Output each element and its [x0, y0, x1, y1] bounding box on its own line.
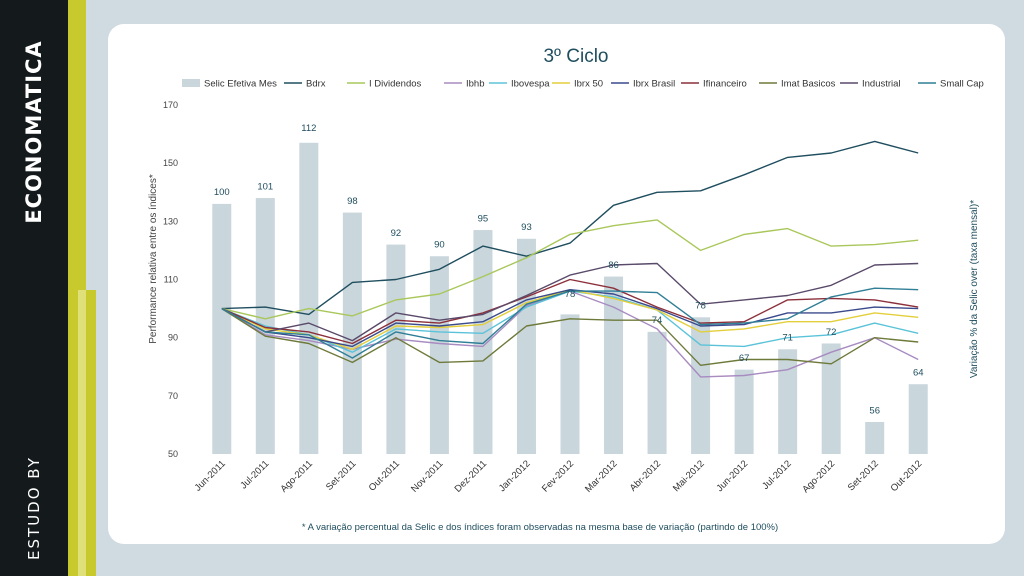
y-tick-label: 130: [163, 216, 178, 226]
bar-Set-2012: [865, 422, 885, 454]
line-series: [221, 140, 919, 378]
x-tick-label: Jul-2011: [238, 458, 271, 491]
series-line-small-cap: [221, 287, 919, 359]
bar-Nov-2011: [429, 256, 449, 454]
bar-Jun-2012: [734, 369, 754, 454]
bar-value-label: 98: [347, 196, 358, 207]
accent-stripe-light: [78, 290, 86, 576]
series-line-industrial: [221, 262, 919, 342]
bar-value-label: 100: [214, 187, 230, 198]
legend: Selic Efetiva Mes Bdrx I Dividendos Ibhb Ibo…: [182, 79, 984, 90]
bar-Dez-2011: [473, 230, 493, 454]
x-tick-label: Jun-2011: [193, 458, 228, 493]
legend-entry: Ibrx 50: [574, 79, 603, 90]
bar-Jul-2012: [778, 349, 798, 454]
x-tick-label: Set-2011: [324, 458, 359, 493]
bar-Out-2012: [908, 384, 928, 454]
bar-Jun-2011: [212, 203, 232, 454]
bar-Set-2011: [342, 212, 362, 454]
x-tick-label: Jul-2012: [760, 458, 794, 492]
legend-entry: Imat Basicos: [781, 79, 836, 90]
bar-value-label: 74: [652, 315, 663, 326]
series-line-imat-basicos: [221, 308, 919, 366]
x-tick-label: Out-2012: [889, 458, 925, 494]
chart-title: 3º Ciclo: [543, 46, 608, 67]
y-tick-label: 150: [163, 158, 178, 168]
bar-value-label: 90: [434, 240, 445, 251]
footnote: * A variação percentual da Selic e dos í…: [302, 522, 778, 533]
y-tick-label: 70: [168, 391, 178, 401]
bar-Out-2011: [386, 244, 406, 454]
bar-Fev-2012: [560, 314, 580, 454]
x-tick-label: Ago-2011: [279, 458, 315, 494]
x-tick-label: Mai-2012: [671, 458, 707, 494]
series-line-ifinanceiro: [221, 278, 919, 345]
legend-entry: I Dividendos: [369, 79, 422, 90]
bar-value-label: 92: [391, 228, 402, 239]
legend-swatch: [182, 79, 200, 87]
x-axis: Jun-2011 Jul-2011 Ago-2011 Set-2011 Out-2011…: [193, 458, 925, 495]
legend-entry: Industrial: [862, 79, 901, 90]
bar-Ago-2011: [299, 142, 319, 454]
x-tick-label: Nov-2011: [409, 458, 445, 494]
bar-value-label: 56: [869, 405, 880, 416]
legend-entry: Bdrx: [306, 79, 326, 90]
y-tick-label: 110: [164, 275, 178, 285]
bar-value-label: 64: [913, 367, 924, 378]
study-label: ESTUDO BY: [25, 456, 43, 560]
y-tick-label: 50: [168, 449, 178, 459]
x-tick-label: Set-2012: [846, 458, 881, 493]
bar-value-label: 101: [257, 181, 273, 192]
x-tick-label: Jun-2012: [714, 458, 750, 494]
x-tick-label: Dez-2011: [453, 458, 489, 494]
legend-entry: Selic Efetiva Mes: [204, 79, 277, 90]
y-axis-right-label: Variação % da Selic over (taxa mensal)*: [969, 200, 980, 378]
bar-value-label: 72: [826, 327, 837, 338]
bar-value-label: 71: [782, 333, 793, 344]
legend-entry: Ibhb: [466, 79, 485, 90]
legend-entry: Small Cap: [940, 79, 984, 90]
chart-card: 3º Ciclo Selic Efetiva Mes Bdrx I Dividend…: [108, 24, 1005, 544]
legend-entry: Ibovespa: [511, 79, 550, 90]
brand-logo: ECONOMATICA: [22, 40, 46, 224]
y-axis-left-label: Performance relativa entre os índices*: [148, 174, 159, 344]
x-tick-label: Ago-2012: [800, 458, 837, 495]
y-tick-label: 170: [163, 100, 178, 110]
bar-value-label: 95: [478, 213, 489, 224]
bar-Ago-2012: [821, 343, 841, 454]
series-line-i-dividendos: [221, 219, 919, 320]
bar-labels: 100 101 112 98 92 90 95 93 78 86 74 78 67 71 72 56 64: [214, 123, 924, 416]
y-axis: 50 70 90 110 130 150 170: [163, 100, 178, 459]
brand-sidebar: ECONOMATICA ESTUDO BY: [0, 0, 68, 576]
bar-value-label: 112: [301, 123, 316, 134]
bar-Abr-2012: [647, 331, 667, 454]
accent-stripe-right: [86, 290, 96, 576]
bar-Mar-2012: [604, 276, 624, 454]
chart: 3º Ciclo Selic Efetiva Mes Bdrx I Dividend…: [148, 46, 984, 533]
bar-value-label: 67: [739, 353, 750, 364]
bar-value-label: 78: [695, 301, 706, 312]
x-tick-label: Out-2011: [367, 458, 402, 493]
bar-Jan-2012: [516, 238, 536, 454]
legend-entry: Ifinanceiro: [703, 79, 747, 90]
bar-value-label: 86: [608, 260, 619, 271]
bar-value-label: 78: [565, 289, 576, 300]
legend-entry: Ibrx Brasil: [633, 79, 675, 90]
x-tick-label: Jan-2012: [497, 458, 533, 494]
bar-value-label: 93: [521, 222, 532, 233]
x-tick-label: Fev-2012: [540, 458, 576, 494]
series-line-bdrx: [221, 140, 919, 316]
y-tick-label: 90: [168, 333, 178, 343]
x-tick-label: Mar-2012: [583, 458, 620, 495]
bar-Mai-2012: [691, 317, 711, 454]
x-tick-label: Abr-2012: [628, 458, 663, 493]
series-line-ibrx-brasil: [221, 289, 919, 348]
